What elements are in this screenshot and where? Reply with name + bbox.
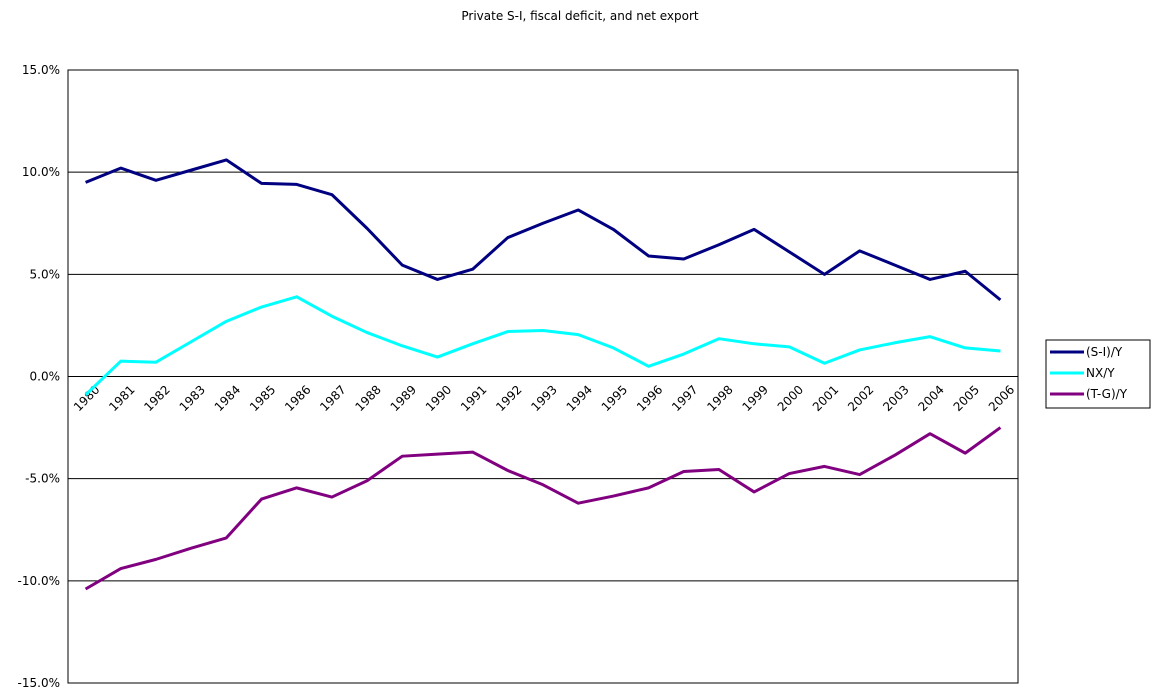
legend-label: NX/Y: [1086, 366, 1115, 380]
x-tick-label: 1999: [740, 383, 771, 414]
x-tick-label: 1992: [493, 383, 524, 414]
y-tick-label: -15.0%: [18, 676, 60, 690]
line-series: [84, 295, 1001, 396]
x-tick-label: 1997: [669, 383, 700, 414]
x-tick-label: 2002: [845, 383, 876, 414]
y-tick-label: -10.0%: [18, 574, 60, 588]
x-tick-label: 1996: [634, 383, 665, 414]
x-tick-label: 1987: [317, 383, 348, 414]
x-tick-label: 1985: [247, 383, 278, 414]
x-tick-label: 1994: [564, 383, 595, 414]
x-tick-label: 2004: [915, 383, 946, 414]
y-tick-label: 0.0%: [30, 370, 61, 384]
x-tick-label: 2005: [951, 383, 982, 414]
x-tick-label: 1981: [106, 383, 137, 414]
x-tick-label: 1980: [71, 383, 102, 414]
x-tick-label: 1984: [212, 383, 243, 414]
x-tick-label: 1998: [704, 383, 735, 414]
y-tick-label: 5.0%: [30, 267, 61, 281]
legend-label: (T-G)/Y: [1086, 387, 1128, 401]
x-tick-label: 2006: [986, 383, 1017, 414]
x-tick-label: 1983: [177, 383, 208, 414]
x-tick-label: 1995: [599, 383, 630, 414]
x-tick-label: 1991: [458, 383, 489, 414]
x-tick-label: 1990: [423, 383, 454, 414]
y-tick-label: 15.0%: [22, 63, 60, 77]
line-series: [84, 426, 1002, 591]
x-tick-label: 2001: [810, 383, 841, 414]
x-tick-label: 2000: [775, 383, 806, 414]
x-tick-label: 1989: [388, 383, 419, 414]
x-tick-label: 1986: [282, 383, 313, 414]
y-tick-label: 10.0%: [22, 165, 60, 179]
line-series: [85, 158, 1002, 302]
chart-title: Private S-I, fiscal deficit, and net exp…: [461, 9, 699, 23]
y-tick-label: -5.0%: [25, 472, 60, 486]
legend-label: (S-I)/Y: [1086, 345, 1123, 359]
x-tick-label: 1993: [528, 383, 559, 414]
x-tick-label: 2003: [880, 383, 911, 414]
x-tick-label: 1988: [352, 383, 383, 414]
x-tick-label: 1982: [141, 383, 172, 414]
